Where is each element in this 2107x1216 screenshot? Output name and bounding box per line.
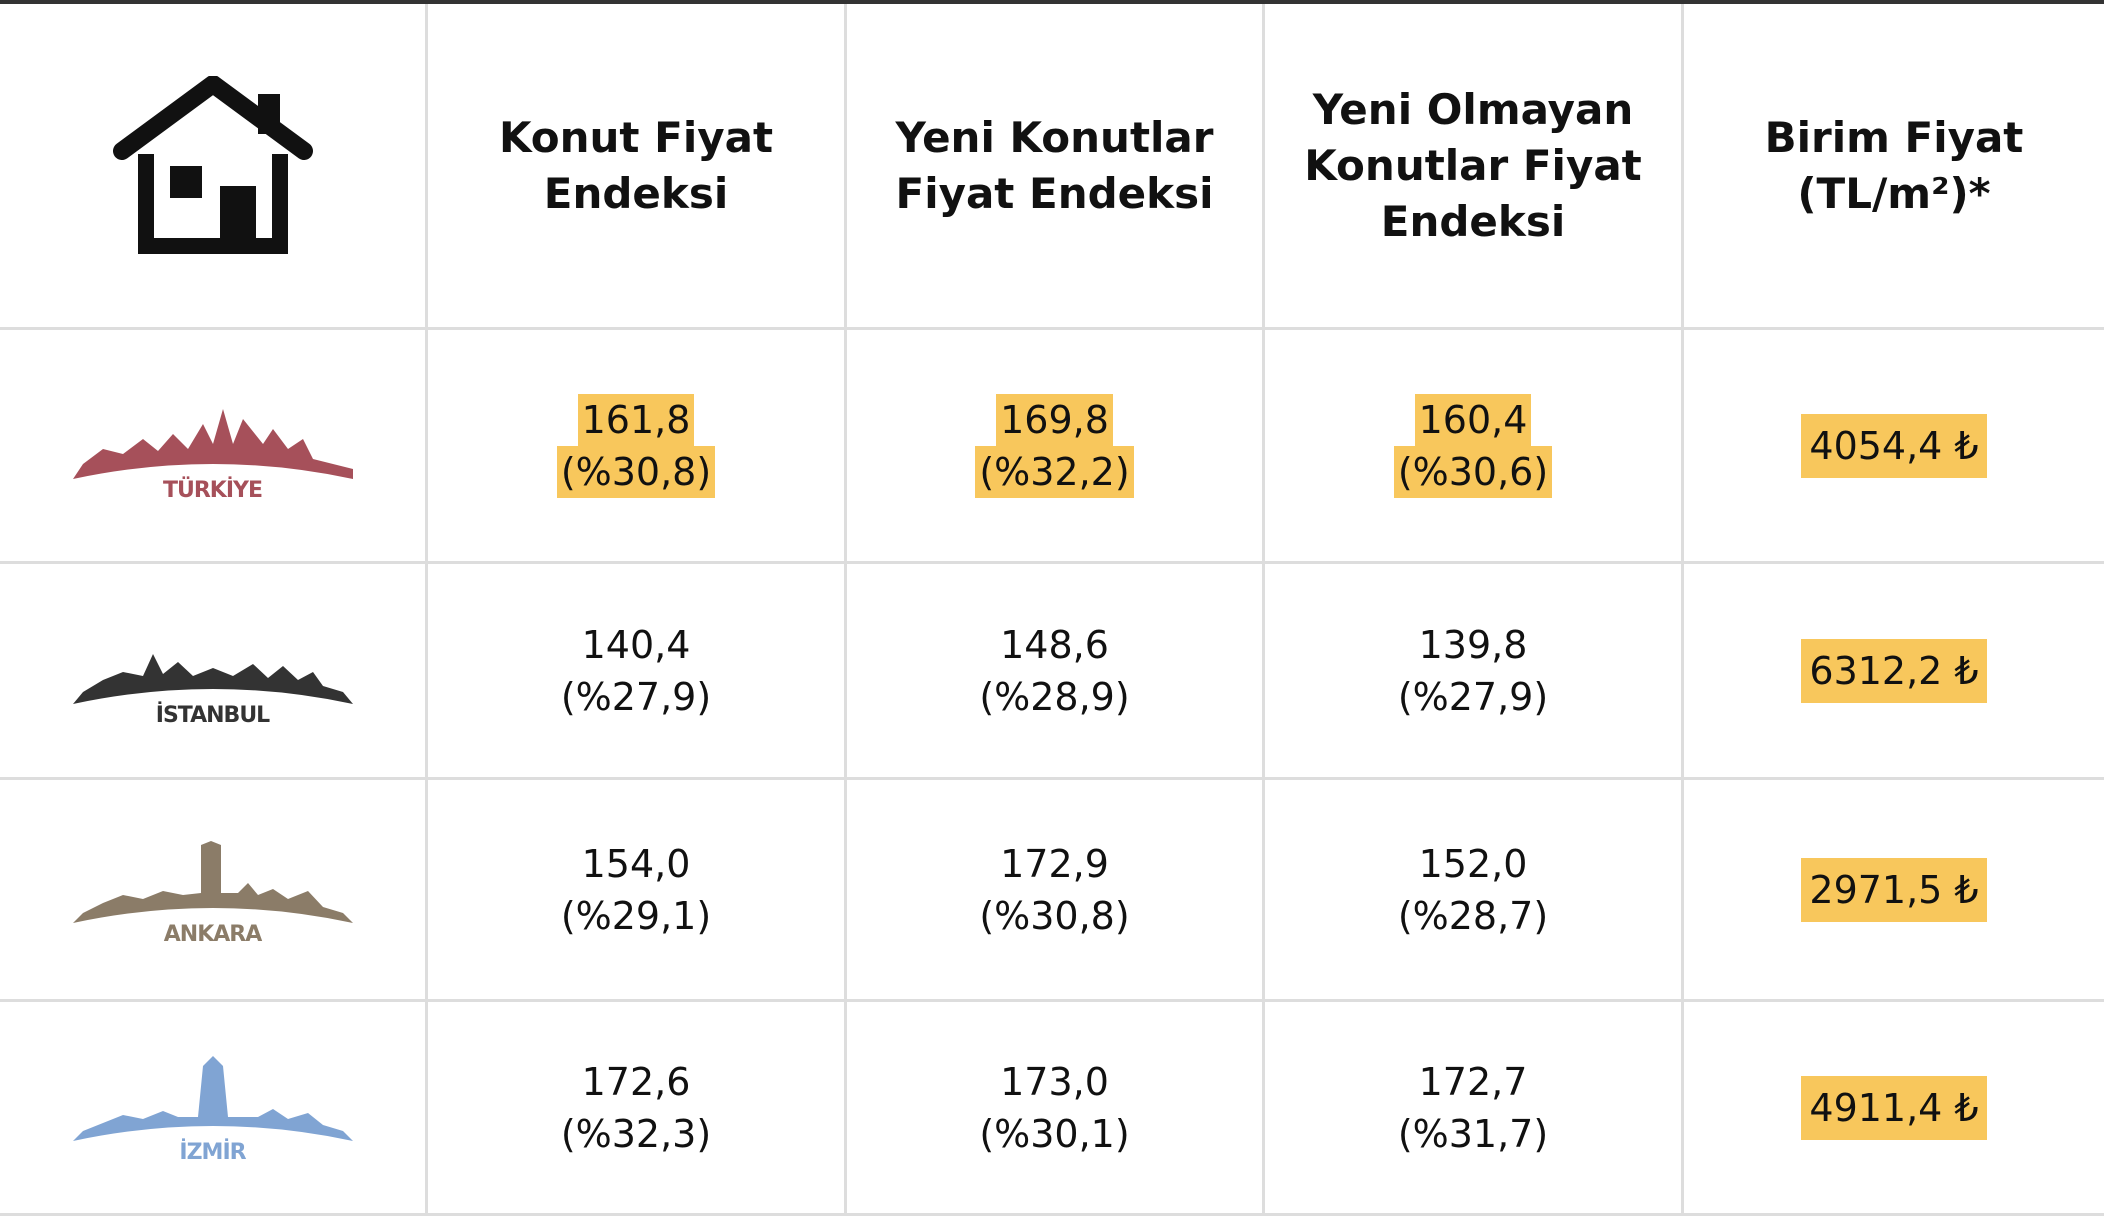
skyline-shape bbox=[72, 408, 353, 479]
unit-price: 2971,5 ₺ bbox=[1801, 857, 1987, 922]
value-cell: 154,0 (%29,1) bbox=[428, 780, 847, 1002]
index-value: 139,8 bbox=[1418, 622, 1528, 667]
index-change: (%32,3) bbox=[560, 1111, 712, 1156]
city-skyline bbox=[72, 408, 353, 479]
value-cell: 161,8 (%30,8) bbox=[428, 330, 847, 564]
price-cell: 4054,4 ₺ bbox=[1684, 330, 2104, 564]
index-change: (%30,8) bbox=[979, 893, 1130, 938]
index-change: (%30,1) bbox=[979, 1111, 1130, 1156]
index-change: (%32,2) bbox=[975, 445, 1134, 498]
index-value: 161,8 bbox=[577, 393, 695, 446]
price-cell: 6312,2 ₺ bbox=[1684, 564, 2104, 780]
index-value: 148,6 bbox=[1000, 622, 1109, 667]
icon-cell bbox=[0, 4, 428, 330]
city-label: ANKARA bbox=[163, 921, 262, 947]
value-cell: 169,8 (%32,2) bbox=[847, 330, 1265, 564]
city-skyline bbox=[72, 653, 353, 704]
index-value: 169,8 bbox=[996, 393, 1113, 446]
value-cell: 152,0 (%28,7) bbox=[1265, 780, 1684, 1002]
index-value: 160,4 bbox=[1414, 393, 1532, 446]
index-value: 173,0 bbox=[1000, 1059, 1109, 1104]
column-header: Birim Fiyat (TL/m²)* bbox=[1684, 4, 2104, 330]
index-change: (%30,8) bbox=[556, 445, 716, 498]
value-cell: 172,9 (%30,8) bbox=[847, 780, 1265, 1002]
index-value: 140,4 bbox=[581, 622, 691, 667]
column-header: Konut Fiyat Endeksi bbox=[428, 4, 847, 330]
value-cell: 139,8 (%27,9) bbox=[1265, 564, 1684, 780]
skyline-shape bbox=[72, 1055, 353, 1141]
house-icon bbox=[112, 75, 313, 254]
index-value: 172,7 bbox=[1418, 1059, 1528, 1104]
unit-price: 4054,4 ₺ bbox=[1801, 413, 1987, 478]
index-value: 154,0 bbox=[581, 841, 691, 886]
index-change: (%27,9) bbox=[560, 674, 712, 719]
index-value: 172,6 bbox=[581, 1059, 691, 1104]
index-value: 172,9 bbox=[1000, 841, 1109, 886]
city-label: TÜRKİYE bbox=[162, 477, 263, 503]
city-skyline bbox=[72, 840, 353, 923]
city-label: İZMİR bbox=[179, 1139, 246, 1165]
value-cell: 140,4 (%27,9) bbox=[428, 564, 847, 780]
index-change: (%28,9) bbox=[979, 674, 1130, 719]
price-cell: 2971,5 ₺ bbox=[1684, 780, 2104, 1002]
city-cell: ANKARA bbox=[0, 780, 428, 1002]
city-cell: İSTANBUL bbox=[0, 564, 428, 780]
price-cell: 4911,4 ₺ bbox=[1684, 1002, 2104, 1216]
index-change: (%31,7) bbox=[1397, 1111, 1549, 1156]
column-header: Yeni Konutlar Fiyat Endeksi bbox=[847, 4, 1265, 330]
city-cell: TÜRKİYE bbox=[0, 330, 428, 564]
index-value: 152,0 bbox=[1418, 841, 1528, 886]
index-change: (%29,1) bbox=[560, 893, 712, 938]
index-change: (%28,7) bbox=[1397, 893, 1549, 938]
city-skyline bbox=[72, 1055, 353, 1141]
value-cell: 148,6 (%28,9) bbox=[847, 564, 1265, 780]
unit-price: 4911,4 ₺ bbox=[1801, 1075, 1987, 1140]
value-cell: 172,6 (%32,3) bbox=[428, 1002, 847, 1216]
value-cell: 172,7 (%31,7) bbox=[1265, 1002, 1684, 1216]
value-cell: 173,0 (%30,1) bbox=[847, 1002, 1265, 1216]
unit-price: 6312,2 ₺ bbox=[1801, 638, 1987, 703]
city-cell: İZMİR bbox=[0, 1002, 428, 1216]
value-cell: 160,4 (%30,6) bbox=[1265, 330, 1684, 564]
city-label: İSTANBUL bbox=[155, 702, 270, 728]
index-change: (%30,6) bbox=[1393, 445, 1553, 498]
index-change: (%27,9) bbox=[1397, 674, 1549, 719]
skyline-shape bbox=[72, 653, 353, 704]
skyline-shape bbox=[72, 840, 353, 923]
column-header: Yeni Olmayan Konutlar Fiyat Endeksi bbox=[1265, 4, 1684, 330]
